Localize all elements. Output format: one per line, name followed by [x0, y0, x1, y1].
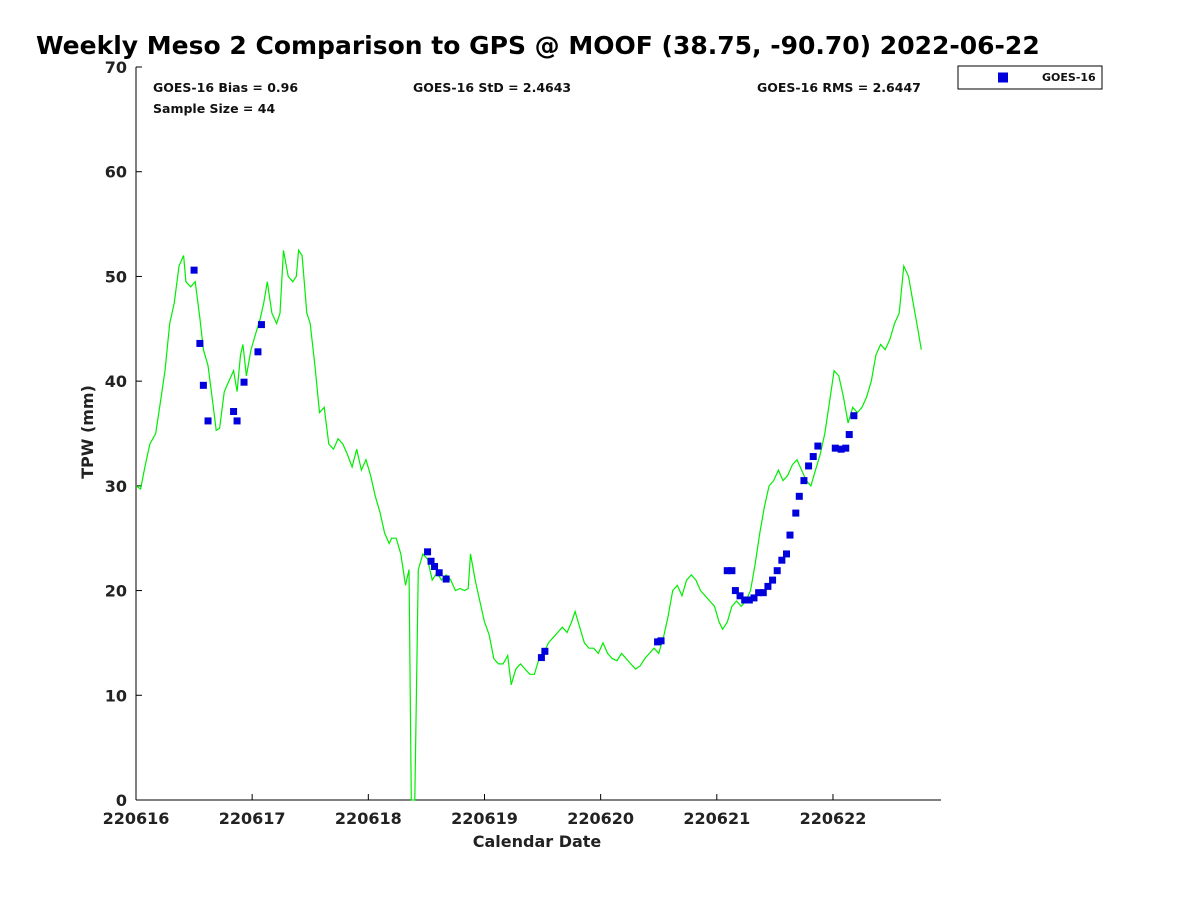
y-tick-label: 30: [105, 477, 127, 496]
x-tick-label: 220619: [451, 809, 518, 828]
goes16-point: [230, 408, 238, 416]
y-tick-label: 50: [105, 267, 127, 286]
bias-stat: GOES-16 Bias = 0.96: [153, 80, 298, 95]
goes16-point: [196, 339, 204, 347]
rms-stat: GOES-16 RMS = 2.6447: [757, 80, 921, 95]
goes16-point: [435, 569, 443, 577]
y-axis-ticks: 0 10 20 30 40 50 60 70: [105, 58, 142, 810]
x-axis-ticks: 220616 220617 220618 220619 220620 220621 2206…: [103, 794, 867, 828]
y-tick-label: 20: [105, 582, 127, 601]
y-tick-label: 10: [105, 686, 127, 705]
goes16-point: [750, 594, 758, 602]
gps-tpw-line: [135, 248, 922, 801]
goes16-point: [541, 647, 549, 655]
goes16-point: [723, 567, 731, 575]
y-tick-label: 70: [105, 58, 127, 77]
goes16-point: [759, 589, 767, 597]
y-tick-label: 60: [105, 163, 127, 182]
goes16-point: [657, 637, 665, 645]
goes16-point: [537, 654, 545, 662]
goes16-point: [778, 556, 786, 564]
goes16-point: [800, 477, 808, 485]
goes16-point: [424, 548, 432, 556]
goes16-point: [731, 587, 739, 595]
goes16-point: [204, 417, 212, 425]
goes16-point: [745, 596, 753, 604]
goes16-point: [240, 378, 248, 386]
x-tick-label: 220617: [219, 809, 286, 828]
goes16-point: [254, 348, 262, 356]
x-axis-label: Calendar Date: [473, 832, 602, 851]
goes16-point: [842, 444, 850, 452]
legend: GOES-16: [957, 65, 1103, 90]
x-tick-label: 220620: [567, 809, 634, 828]
goes16-point: [736, 592, 744, 600]
goes16-point: [795, 492, 803, 500]
chart-title: Weekly Meso 2 Comparison to GPS @ MOOF (…: [36, 31, 1040, 60]
y-axis-label: TPW (mm): [78, 385, 97, 479]
goes16-point: [199, 381, 207, 389]
x-tick-label: 220616: [103, 809, 170, 828]
plot-area: 0 10 20 30 40 50 60 70 220616 220617 220618 220619…: [103, 58, 941, 828]
goes16-point: [837, 445, 845, 453]
x-tick-label: 220622: [800, 809, 867, 828]
goes16-point: [442, 575, 450, 583]
x-tick-label: 220618: [335, 809, 402, 828]
goes16-point: [427, 557, 435, 565]
goes16-point: [831, 444, 839, 452]
goes16-point: [814, 442, 822, 450]
goes16-point: [233, 417, 241, 425]
goes16-point: [764, 582, 772, 590]
y-tick-label: 0: [116, 791, 127, 810]
goes16-point: [728, 567, 736, 575]
sample-size-stat: Sample Size = 44: [153, 101, 275, 116]
goes16-point: [850, 412, 858, 420]
x-tick-label: 220621: [683, 809, 750, 828]
goes16-point: [809, 453, 817, 461]
goes16-point: [769, 576, 777, 584]
goes16-point: [783, 550, 791, 558]
y-tick-label: 40: [105, 372, 127, 391]
goes16-point: [786, 531, 794, 539]
legend-box: [957, 65, 1103, 90]
goes16-point: [741, 596, 749, 604]
goes16-point: [805, 462, 813, 470]
legend-marker: [998, 72, 1008, 83]
std-stat: GOES-16 StD = 2.4643: [413, 80, 571, 95]
goes16-point: [773, 567, 781, 575]
legend-label: GOES-16: [1042, 71, 1096, 84]
series-layer: [135, 248, 922, 801]
goes16-point: [190, 266, 198, 274]
goes16-point: [845, 431, 853, 439]
goes16-point: [755, 589, 763, 597]
goes16-point: [431, 562, 439, 570]
goes16-point: [257, 321, 265, 329]
goes16-point: [792, 509, 800, 517]
